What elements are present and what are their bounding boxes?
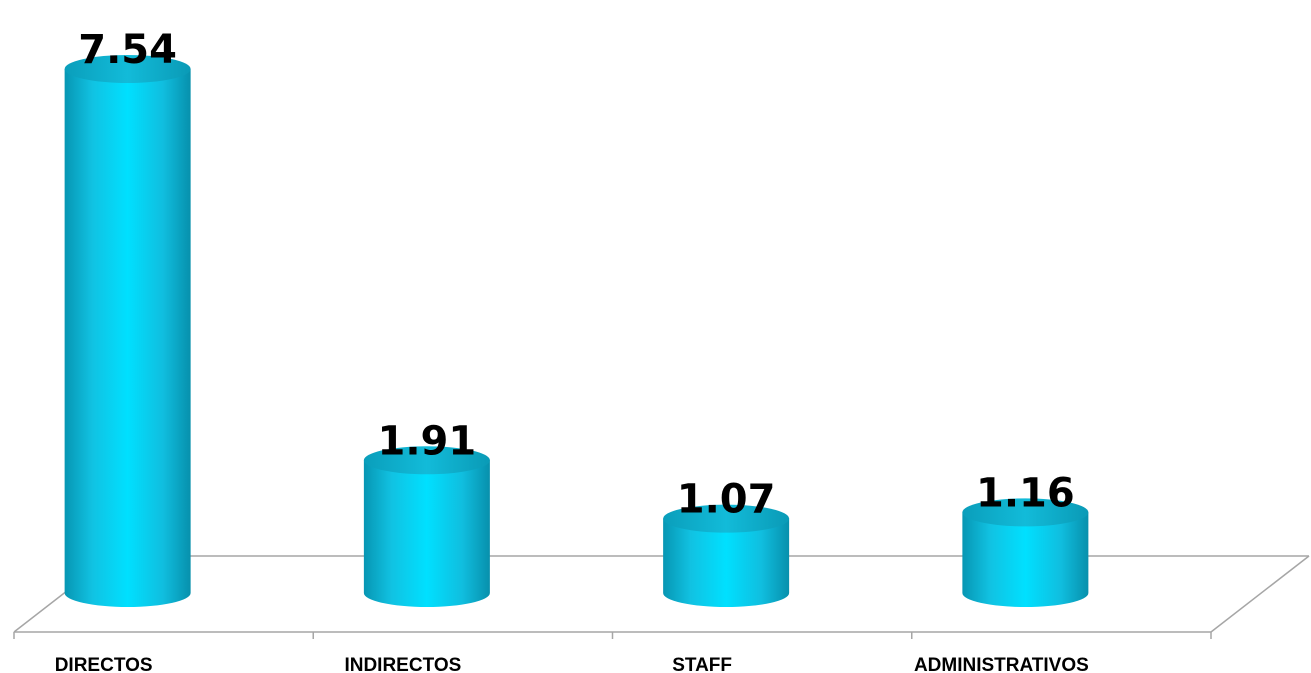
x-tick-label: ADMINISTRATIVOS bbox=[914, 655, 1089, 673]
bar-staff bbox=[663, 504, 790, 607]
bar-top bbox=[663, 504, 790, 533]
data-labels-group: 7.54 1.91 1.07 1.16 bbox=[78, 27, 1074, 523]
x-tick-label: DIRECTOS bbox=[55, 655, 153, 673]
bar-body bbox=[363, 460, 490, 607]
x-tick-label: STAFF bbox=[672, 655, 732, 673]
chart-floor bbox=[13, 555, 1310, 639]
data-label: 1.16 bbox=[976, 470, 1075, 516]
bar-body bbox=[64, 68, 191, 608]
bar-administrativos bbox=[962, 498, 1089, 607]
bar-body bbox=[962, 512, 1089, 607]
bar-top bbox=[962, 498, 1089, 527]
floor-right-edge bbox=[1210, 555, 1310, 633]
floor-outline bbox=[13, 555, 1309, 633]
data-label: 1.91 bbox=[378, 418, 477, 464]
x-tick-label: INDIRECTOS bbox=[344, 655, 461, 673]
data-label: 7.54 bbox=[78, 27, 177, 73]
bar-body bbox=[663, 518, 790, 607]
data-label: 1.07 bbox=[677, 477, 776, 523]
bar-top bbox=[64, 54, 191, 83]
bar-indirectos bbox=[363, 446, 490, 607]
bars-group bbox=[64, 54, 1089, 608]
category-labels-group: DIRECTOS INDIRECTOS STAFF ADMINISTRATIVOS bbox=[55, 655, 1089, 673]
x-axis-ticks bbox=[13, 632, 1212, 639]
bar-top bbox=[363, 446, 490, 475]
bar-directos bbox=[64, 54, 191, 608]
